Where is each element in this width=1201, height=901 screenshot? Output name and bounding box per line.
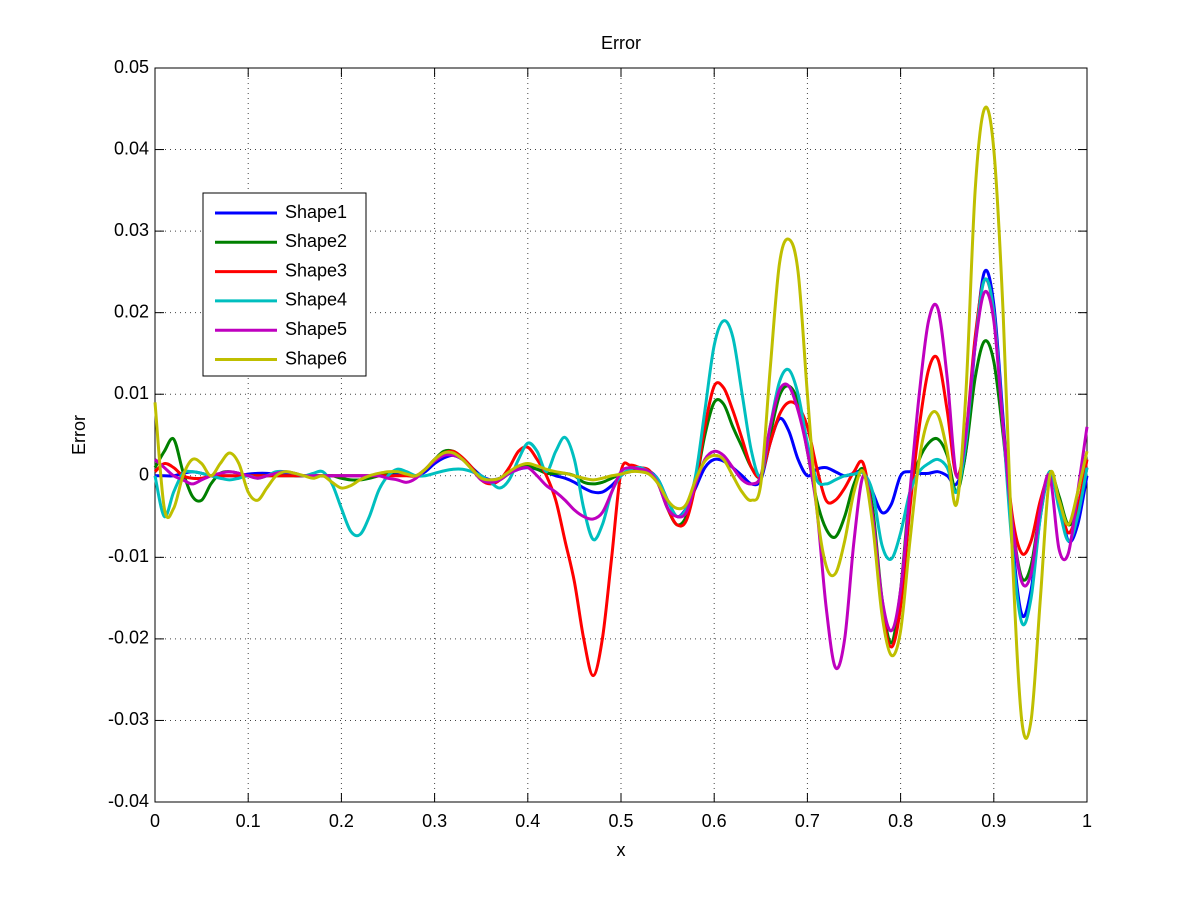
y-tick-label: -0.02	[108, 628, 149, 648]
y-tick-label: 0.05	[114, 57, 149, 77]
chart-title: Error	[601, 33, 641, 53]
x-tick-label: 0.9	[981, 811, 1006, 831]
y-tick-label: 0.02	[114, 301, 149, 321]
x-tick-label: 0.7	[795, 811, 820, 831]
x-tick-label: 0.8	[888, 811, 913, 831]
legend-label: Shape3	[285, 260, 347, 280]
y-axis-label: Error	[69, 415, 89, 455]
x-tick-label: 1	[1082, 811, 1092, 831]
y-tick-label: 0.03	[114, 220, 149, 240]
y-tick-label: -0.01	[108, 546, 149, 566]
y-tick-label: -0.03	[108, 709, 149, 729]
x-tick-label: 0.4	[515, 811, 540, 831]
legend-label: Shape6	[285, 348, 347, 368]
x-tick-label: 0.6	[702, 811, 727, 831]
x-tick-label: 0	[150, 811, 160, 831]
x-tick-label: 0.2	[329, 811, 354, 831]
legend-label: Shape1	[285, 202, 347, 222]
series-line	[153, 277, 1089, 627]
legend-label: Shape4	[285, 290, 347, 310]
legend-label: Shape2	[285, 231, 347, 251]
y-tick-label: -0.04	[108, 791, 149, 811]
x-tick-label: 0.1	[236, 811, 261, 831]
series-line	[153, 105, 1089, 740]
series-line	[154, 289, 1089, 671]
y-tick-label: 0.04	[114, 138, 149, 158]
legend-box	[202, 192, 367, 377]
y-tick-label: 0	[139, 465, 149, 485]
x-tick-label: 0.5	[608, 811, 633, 831]
y-tick-label: 0.01	[114, 383, 149, 403]
x-axis-label: x	[617, 840, 626, 860]
x-tick-label: 0.3	[422, 811, 447, 831]
legend-label: Shape5	[285, 319, 347, 339]
